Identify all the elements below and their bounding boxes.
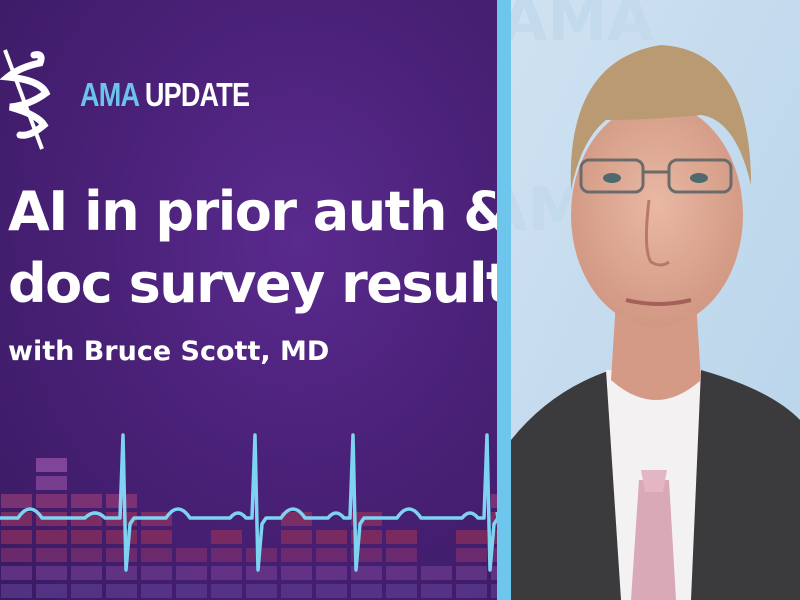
episode-title-line-1: AI in prior auth &: [8, 180, 497, 243]
equalizer-bar: [1, 584, 32, 598]
equalizer-bar: [106, 530, 137, 544]
equalizer-bar: [71, 566, 102, 580]
equalizer-ecg-graphic: [0, 433, 497, 598]
equalizer-bar: [36, 566, 67, 580]
ama-caduceus-logo-icon: [0, 49, 51, 150]
equalizer-bar: [71, 548, 102, 562]
equalizer-bar: [281, 584, 312, 598]
equalizer-bar: [281, 566, 312, 580]
equalizer-bar: [281, 530, 312, 544]
equalizer-bar: [36, 530, 67, 544]
ama-update-logo: AMA UPDATE: [80, 76, 250, 114]
brand-prefix: AMA: [80, 76, 139, 113]
equalizer-bar: [491, 512, 497, 526]
equalizer-bar: [281, 548, 312, 562]
equalizer-bar: [491, 566, 497, 580]
equalizer-bar: [1, 548, 32, 562]
equalizer-bar: [386, 548, 417, 562]
equalizer-bar: [246, 548, 277, 562]
equalizer-bar: [246, 566, 277, 580]
equalizer-bar: [421, 584, 452, 598]
equalizer-bar: [141, 566, 172, 580]
equalizer-bar: [1, 566, 32, 580]
equalizer-bar: [316, 548, 347, 562]
equalizer-bar: [491, 548, 497, 562]
equalizer-bar: [141, 548, 172, 562]
equalizer-bar: [176, 548, 207, 562]
equalizer-bar: [351, 584, 382, 598]
equalizer-bar: [36, 458, 67, 472]
title-panel: AMA UPDATE AI in prior auth & doc survey…: [0, 0, 497, 600]
equalizer-bar: [211, 584, 242, 598]
equalizer-bar: [1, 494, 32, 508]
equalizer-bar: [211, 566, 242, 580]
equalizer-bar: [386, 584, 417, 598]
equalizer-bar: [36, 494, 67, 508]
episode-title-line-2: doc survey results: [8, 252, 497, 315]
equalizer-bar: [71, 512, 102, 526]
equalizer-bar: [36, 476, 67, 490]
equalizer-bar: [1, 530, 32, 544]
equalizer-bar: [106, 584, 137, 598]
equalizer-bar: [316, 530, 347, 544]
equalizer-bar: [176, 566, 207, 580]
equalizer-bar: [71, 530, 102, 544]
guest-name: with Bruce Scott, MD: [8, 336, 330, 367]
guest-portrait-illustration: AMA AMA: [511, 0, 800, 600]
equalizer-bar: [491, 494, 497, 508]
equalizer-bar: [106, 548, 137, 562]
ecg-line: [0, 433, 497, 572]
equalizer-bar: [386, 566, 417, 580]
equalizer-bar: [141, 584, 172, 598]
equalizer-bar: [456, 566, 487, 580]
equalizer-bar: [211, 548, 242, 562]
equalizer-bar: [316, 566, 347, 580]
equalizer-bar: [456, 530, 487, 544]
equalizer-bar: [36, 584, 67, 598]
equalizer-bar: [36, 548, 67, 562]
equalizer-bar: [456, 548, 487, 562]
guest-photo: AMA AMA: [511, 0, 800, 600]
equalizer-bar: [211, 530, 242, 544]
equalizer-bar: [456, 584, 487, 598]
backdrop-watermark: AMA: [511, 0, 654, 55]
equalizer-bar: [386, 530, 417, 544]
equalizer-bar: [141, 530, 172, 544]
equalizer-bar: [176, 584, 207, 598]
divider-bar: [497, 0, 511, 600]
equalizer-bar: [316, 584, 347, 598]
equalizer-bar: [491, 584, 497, 598]
equalizer-bar: [421, 566, 452, 580]
equalizer-bar: [71, 494, 102, 508]
equalizer-bar: [246, 584, 277, 598]
brand-suffix: UPDATE: [144, 76, 250, 113]
equalizer-bar: [351, 566, 382, 580]
equalizer-bar: [106, 566, 137, 580]
equalizer-bar: [71, 584, 102, 598]
